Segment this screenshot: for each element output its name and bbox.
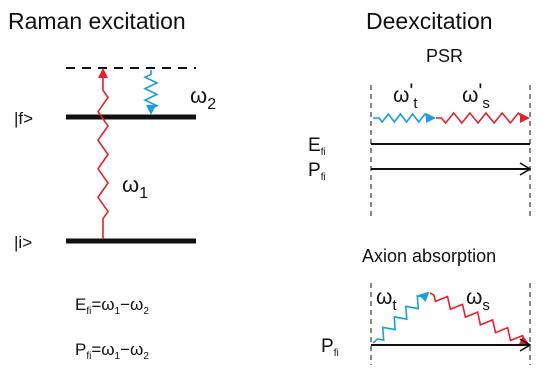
energy-conservation-eq: Efi=ω1−ω2 (75, 295, 149, 317)
omega1-label: ω1 (122, 172, 148, 202)
axion-momentum-label: Pfi (321, 336, 339, 359)
deexcitation-title: Deexcitation (366, 8, 493, 34)
omega2-photon-arrow (143, 70, 159, 115)
axion-absorption-label: Axion absorption (362, 246, 496, 266)
psr-label: PSR (426, 46, 463, 66)
psr-energy-label: Efi (308, 135, 326, 158)
psr-omega-s-label: ω's (462, 80, 490, 112)
axion-omega-s-label: ωs (466, 286, 490, 314)
psr-omega-s-photon (436, 111, 530, 125)
psr-omega-t-label: ω't (393, 80, 418, 112)
axion-omega-t-photon (372, 291, 430, 344)
psr-omega-t-photon (373, 112, 436, 124)
omega1-photon-arrow (97, 68, 109, 239)
omega2-label: ω2 (190, 83, 216, 113)
axion-omega-t-label: ωt (376, 286, 397, 314)
psr-momentum-label: Pfi (308, 160, 326, 183)
initial-level-label: |i> (14, 233, 32, 252)
raman-excitation-title: Raman excitation (8, 8, 186, 34)
momentum-conservation-eq: Pfi=ω1−ω2 (75, 340, 149, 362)
axion-omega-s-photon (429, 292, 530, 345)
final-level-label: |f> (14, 109, 33, 128)
